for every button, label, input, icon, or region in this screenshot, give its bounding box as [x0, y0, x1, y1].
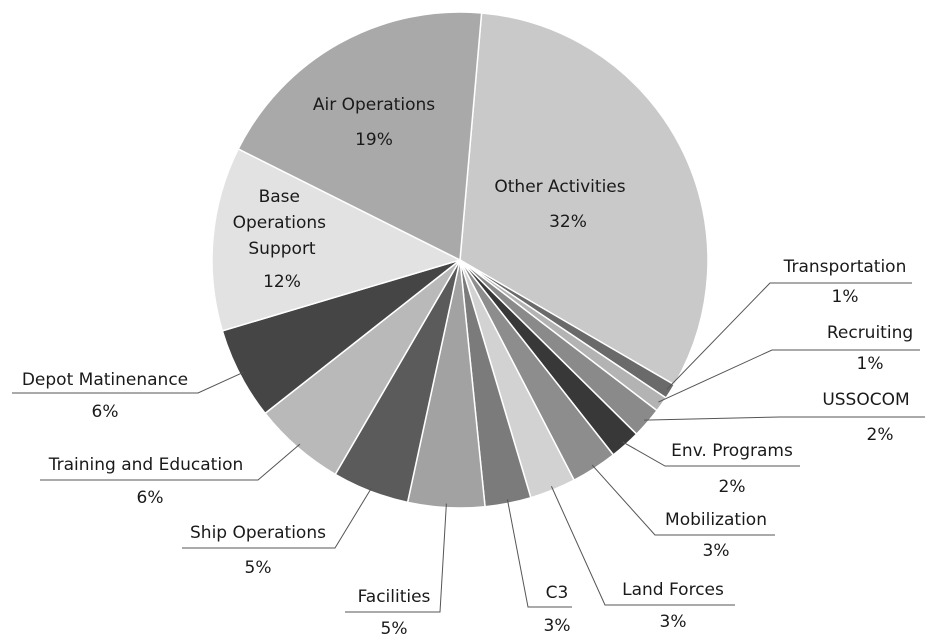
leader-line: [182, 487, 373, 549]
leader-line: [40, 443, 301, 481]
leader-line: [345, 503, 447, 613]
slice-label: Facilities: [358, 587, 431, 607]
slice-label: Transportation: [783, 257, 907, 277]
value-label: 2%: [867, 425, 894, 445]
pie-slice: [211, 147, 463, 332]
slice-label: Base Operations Support: [233, 187, 332, 259]
leader-line: [666, 282, 912, 390]
leader-line: [658, 349, 920, 403]
slice-label: C3: [546, 583, 569, 603]
leader-line: [622, 441, 800, 467]
slice-label: Training and Education: [48, 455, 244, 475]
slice-label: Recruiting: [827, 323, 913, 343]
value-label: 6%: [92, 402, 119, 422]
value-label: 6%: [137, 488, 164, 508]
value-label: 12%: [263, 272, 301, 292]
leader-line: [506, 499, 572, 608]
pie-slice: [459, 12, 709, 386]
value-label: 5%: [245, 558, 272, 578]
leader-line: [591, 464, 775, 536]
slice-label: Depot Matinenance: [22, 370, 188, 390]
value-label: 3%: [544, 616, 571, 636]
value-label: 3%: [660, 612, 687, 632]
slice-label: Mobilization: [665, 510, 767, 530]
slice-label: Env. Programs: [671, 441, 793, 461]
value-label: 19%: [355, 130, 393, 150]
slice-label: Ship Operations: [190, 523, 326, 543]
value-label: 1%: [857, 354, 884, 374]
leader-line: [644, 416, 925, 421]
value-label: 2%: [719, 477, 746, 497]
value-label: 32%: [549, 212, 587, 232]
leader-line: [12, 371, 244, 394]
pie-slice: [237, 11, 483, 262]
value-label: 1%: [832, 287, 859, 307]
slice-label: Air Operations: [313, 95, 435, 115]
leader-line: [550, 486, 735, 606]
value-label: 5%: [381, 619, 408, 636]
value-label: 3%: [703, 541, 730, 561]
slice-label: USSOCOM: [822, 390, 909, 410]
slice-label: Land Forces: [622, 580, 724, 600]
slice-label: Other Activities: [494, 177, 625, 197]
